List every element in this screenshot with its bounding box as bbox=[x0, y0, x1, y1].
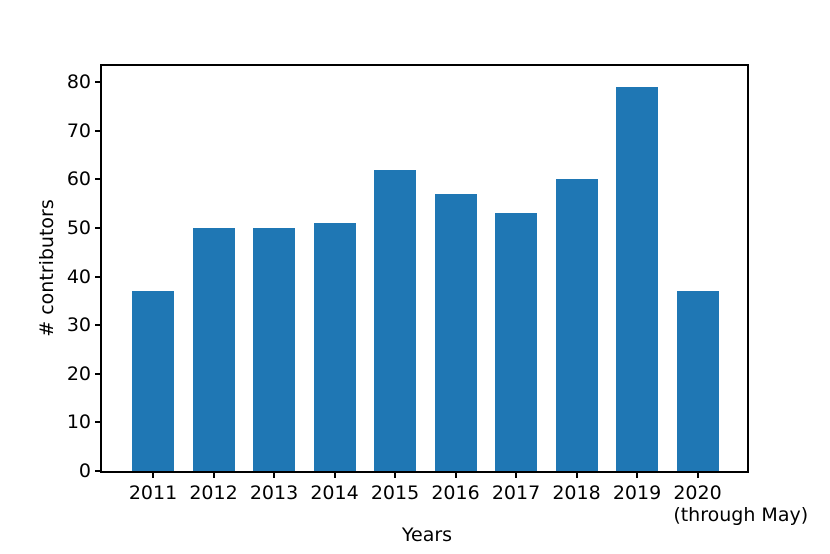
y-tick bbox=[95, 470, 100, 472]
x-tick bbox=[152, 473, 154, 478]
x-tick-label: 2013 bbox=[249, 482, 299, 504]
x-tick-label: 2015 bbox=[370, 482, 420, 504]
x-tick bbox=[333, 473, 336, 478]
y-tick bbox=[95, 275, 100, 278]
y-tick bbox=[95, 226, 100, 229]
x-tick-label: 2017 bbox=[491, 482, 541, 504]
x-tick bbox=[575, 473, 578, 478]
x-tick bbox=[636, 473, 638, 478]
y-tick-label: 0 bbox=[78, 460, 91, 482]
x-tick-label: 2020 (through May) bbox=[673, 482, 809, 526]
bar-2017 bbox=[495, 213, 537, 471]
bar-2018 bbox=[555, 179, 598, 471]
x-tick bbox=[454, 473, 457, 478]
bar-2013 bbox=[253, 227, 295, 471]
y-tick-label: 40 bbox=[66, 265, 91, 288]
bar-2015 bbox=[374, 169, 416, 471]
y-tick bbox=[95, 324, 100, 327]
x-tick bbox=[212, 473, 215, 478]
x-tick bbox=[273, 473, 275, 478]
y-tick-label: 30 bbox=[66, 314, 91, 337]
x-tick-label: 2011 bbox=[128, 482, 178, 504]
x-tick-label: 2019 bbox=[612, 482, 662, 504]
bar-2012 bbox=[192, 227, 235, 471]
bar-2016 bbox=[434, 193, 477, 471]
x-tick bbox=[394, 473, 396, 478]
x-tick-note: (through May) bbox=[673, 504, 809, 526]
x-tick-label: 2014 bbox=[310, 482, 359, 504]
x-tick-label: 2012 bbox=[189, 482, 238, 504]
y-tick-label: 20 bbox=[66, 362, 91, 385]
y-tick bbox=[95, 421, 100, 424]
bar-2019 bbox=[616, 86, 658, 471]
y-tick-label: 60 bbox=[66, 168, 91, 191]
y-tick-label: 10 bbox=[66, 411, 91, 434]
y-tick-label: 70 bbox=[66, 119, 91, 142]
y-tick-label: 80 bbox=[66, 71, 91, 94]
y-tick-label: 50 bbox=[66, 216, 91, 239]
bar-2011 bbox=[132, 291, 174, 471]
x-tick-label: 2018 bbox=[552, 482, 601, 504]
plot-area bbox=[100, 64, 749, 473]
y-tick bbox=[95, 81, 100, 84]
x-tick-label: 2016 bbox=[431, 482, 480, 504]
y-tick bbox=[95, 372, 100, 375]
y-tick bbox=[95, 178, 100, 181]
bar-2014 bbox=[313, 223, 356, 471]
x-axis-label: Years bbox=[401, 524, 453, 546]
bar-2020 bbox=[676, 291, 719, 471]
x-tick bbox=[515, 473, 517, 478]
x-tick bbox=[696, 473, 699, 478]
y-tick bbox=[95, 129, 100, 132]
